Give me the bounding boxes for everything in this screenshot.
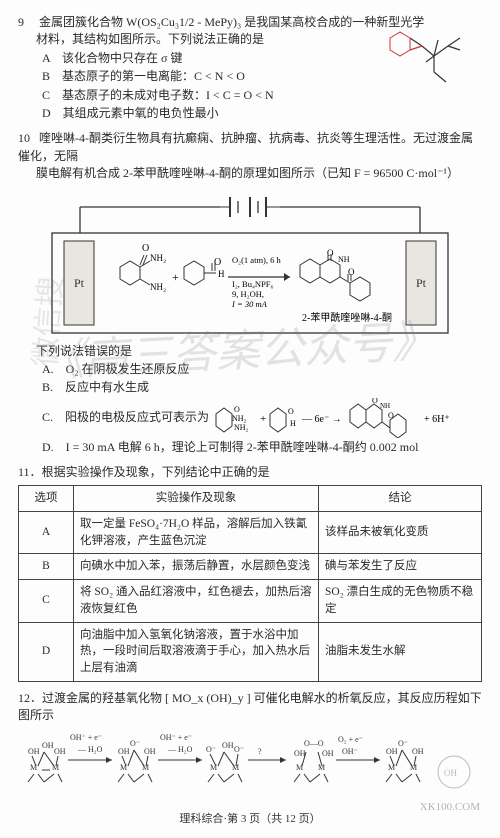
svg-text:O₂(1 atm), 6 h: O₂(1 atm), 6 h bbox=[232, 255, 282, 265]
svg-text:+: + bbox=[172, 270, 179, 284]
molecule-figure bbox=[386, 10, 486, 100]
svg-text:OH⁻: OH⁻ bbox=[342, 747, 358, 756]
svg-text:NH: NH bbox=[338, 255, 350, 264]
svg-text:OH: OH bbox=[54, 747, 66, 756]
svg-text:NH: NH bbox=[380, 402, 390, 410]
q10-number: 10 bbox=[18, 130, 36, 147]
q11-table: 选项 实验操作及现象 结论 A 取一定量 FeSO₄·7H₂O 样品，溶解后加入… bbox=[18, 485, 482, 681]
page-footer: 理科综合·第 3 页（共 12 页） bbox=[18, 812, 482, 828]
svg-text:+ 6H⁺: + 6H⁺ bbox=[424, 414, 450, 425]
q10-opt-a: A. O₂ 在阴极发生还原反应 bbox=[42, 361, 482, 378]
svg-text:H: H bbox=[290, 419, 296, 428]
q9-stem-1: 金属团簇化合物 W(OS₂Cu₃1/2 - MePy)₃ 是我国某高校合成的一种… bbox=[39, 15, 424, 29]
svg-text:O⁻: O⁻ bbox=[130, 739, 140, 748]
q12-number: 12． bbox=[18, 691, 42, 705]
svg-text:O—O: O—O bbox=[304, 739, 324, 748]
question-11: 11．根据实验操作及现象，下列结论中正确的是 选项 实验操作及现象 结论 A 取… bbox=[18, 464, 482, 681]
q9-number: 9 bbox=[18, 14, 36, 31]
svg-text:M: M bbox=[30, 763, 37, 772]
electrolysis-figure: Pt Pt NH₂ NH₂ O + O H bbox=[40, 189, 460, 339]
svg-text:— H₂O: — H₂O bbox=[77, 745, 103, 754]
q11-th-1: 实验操作及现象 bbox=[74, 486, 319, 512]
svg-text:— 6e⁻ →: — 6e⁻ → bbox=[301, 414, 342, 425]
svg-text:O₂ + e⁻: O₂ + e⁻ bbox=[338, 735, 363, 744]
q12-stem: 过渡金属的羟基氧化物 [ MO_x (OH)_y ] 可催化电解水的析氧反应，其… bbox=[18, 691, 482, 722]
q11-number: 11． bbox=[18, 465, 42, 479]
source-watermark: XK100.COM bbox=[420, 800, 480, 816]
q10-opt-b: B. 反应中有水生成 bbox=[42, 379, 482, 396]
q9-stem-2: 材料，其结构如图所示。下列说法正确的是 bbox=[18, 32, 264, 46]
q10-lead: 下列说法错误的是 bbox=[18, 343, 482, 360]
svg-text:M: M bbox=[120, 763, 127, 772]
question-10: 10 喹唑啉-4-酮类衍生物具有抗癫痫、抗肿瘤、抗病毒、抗炎等生理活性。无过渡金… bbox=[18, 130, 482, 456]
svg-text:— H₂O: — H₂O bbox=[167, 745, 193, 754]
svg-text:OH: OH bbox=[412, 747, 424, 756]
svg-text:NH₂: NH₂ bbox=[150, 253, 166, 263]
table-row: B 向碘水中加入苯，振荡后静置，水层颜色变浅 碘与苯发生了反应 bbox=[19, 554, 482, 580]
svg-text:+: + bbox=[260, 413, 266, 425]
svg-text:9, H₂OH,: 9, H₂OH, bbox=[232, 289, 264, 299]
svg-text:OH: OH bbox=[386, 747, 398, 756]
svg-text:OH: OH bbox=[322, 749, 334, 758]
q10-stem-2: 膜电解有机合成 2-苯甲酰喹唑啉-4-酮的原理如图所示（已知 F = 96500… bbox=[18, 166, 459, 180]
svg-text:O: O bbox=[142, 243, 149, 254]
svg-text:O: O bbox=[372, 398, 378, 405]
svg-text:OH⁻ + e⁻: OH⁻ + e⁻ bbox=[160, 733, 192, 742]
svg-text:OH: OH bbox=[144, 747, 156, 756]
svg-text:O⁻: O⁻ bbox=[234, 745, 244, 754]
svg-text:OH: OH bbox=[444, 768, 457, 778]
svg-text:O: O bbox=[288, 407, 294, 416]
svg-text:OH⁻ + e⁻: OH⁻ + e⁻ bbox=[70, 733, 102, 742]
q11-stem: 根据实验操作及现象，下列结论中正确的是 bbox=[42, 465, 270, 479]
svg-text:2-苯甲酰喹唑啉-4-酮: 2-苯甲酰喹唑啉-4-酮 bbox=[302, 311, 392, 324]
q10-stem-1: 喹唑啉-4-酮类衍生物具有抗癫痫、抗肿瘤、抗病毒、抗炎等生理活性。无过渡金属催化… bbox=[18, 131, 473, 162]
svg-text:Pt: Pt bbox=[74, 276, 85, 290]
q10-opt-d: D. I = 30 mA 电解 6 h，理论上可制得 2-苯甲酰喹唑啉-4-酮约… bbox=[42, 439, 482, 456]
svg-text:OH: OH bbox=[28, 747, 40, 756]
svg-text:OH: OH bbox=[42, 741, 54, 750]
q11-th-2: 结论 bbox=[319, 486, 482, 512]
q9-opt-d: D 其组成元素中氧的电负性最小 bbox=[42, 105, 482, 122]
svg-text:OH: OH bbox=[118, 747, 130, 756]
svg-text:M: M bbox=[388, 763, 395, 772]
table-row: C 将 SO₂ 通入品红溶液中，红色褪去，加热后溶液恢复红色 SO₂ 漂白生成的… bbox=[19, 580, 482, 622]
svg-text:O⁻: O⁻ bbox=[206, 745, 216, 754]
svg-text:NH₂: NH₂ bbox=[150, 282, 166, 292]
svg-text:H: H bbox=[218, 269, 225, 279]
electrode-reaction-figure: O NH₂ NH₂ + O H — 6e⁻ → O NH O bbox=[212, 398, 472, 438]
svg-text:Pt: Pt bbox=[416, 276, 427, 290]
question-12: 12．过渡金属的羟基氧化物 [ MO_x (OH)_y ] 可催化电解水的析氧反… bbox=[18, 690, 482, 804]
svg-text:NH₂: NH₂ bbox=[232, 414, 247, 423]
table-row: D 向油脂中加入氢氧化钠溶液，置于水浴中加热，一段时间后取溶液滴于手心，加入热水… bbox=[19, 622, 482, 681]
table-row: A 取一定量 FeSO₄·7H₂O 样品，溶解后加入铁氰化钾溶液，产生蓝色沉淀 … bbox=[19, 512, 482, 554]
q10-opt-c: C. 阳极的电极反应式可表示为 O NH₂ NH₂ + O H — 6e⁻ → bbox=[42, 398, 482, 438]
q11-th-0: 选项 bbox=[19, 486, 74, 512]
svg-text:I = 30 mA: I = 30 mA bbox=[231, 299, 268, 309]
svg-text:OH: OH bbox=[222, 741, 234, 750]
svg-text:?: ? bbox=[258, 747, 262, 756]
svg-text:O⁻: O⁻ bbox=[398, 739, 408, 748]
svg-text:M: M bbox=[210, 763, 217, 772]
svg-text:NH₂: NH₂ bbox=[234, 423, 249, 432]
svg-text:I₂, Bu₄NPF₆: I₂, Bu₄NPF₆ bbox=[232, 279, 274, 289]
svg-text:OH: OH bbox=[294, 749, 306, 758]
svg-text:O: O bbox=[234, 405, 240, 414]
mechanism-figure: MM OHOHOH OH⁻ + e⁻ — H₂O MM OHO⁻OH bbox=[20, 728, 480, 803]
